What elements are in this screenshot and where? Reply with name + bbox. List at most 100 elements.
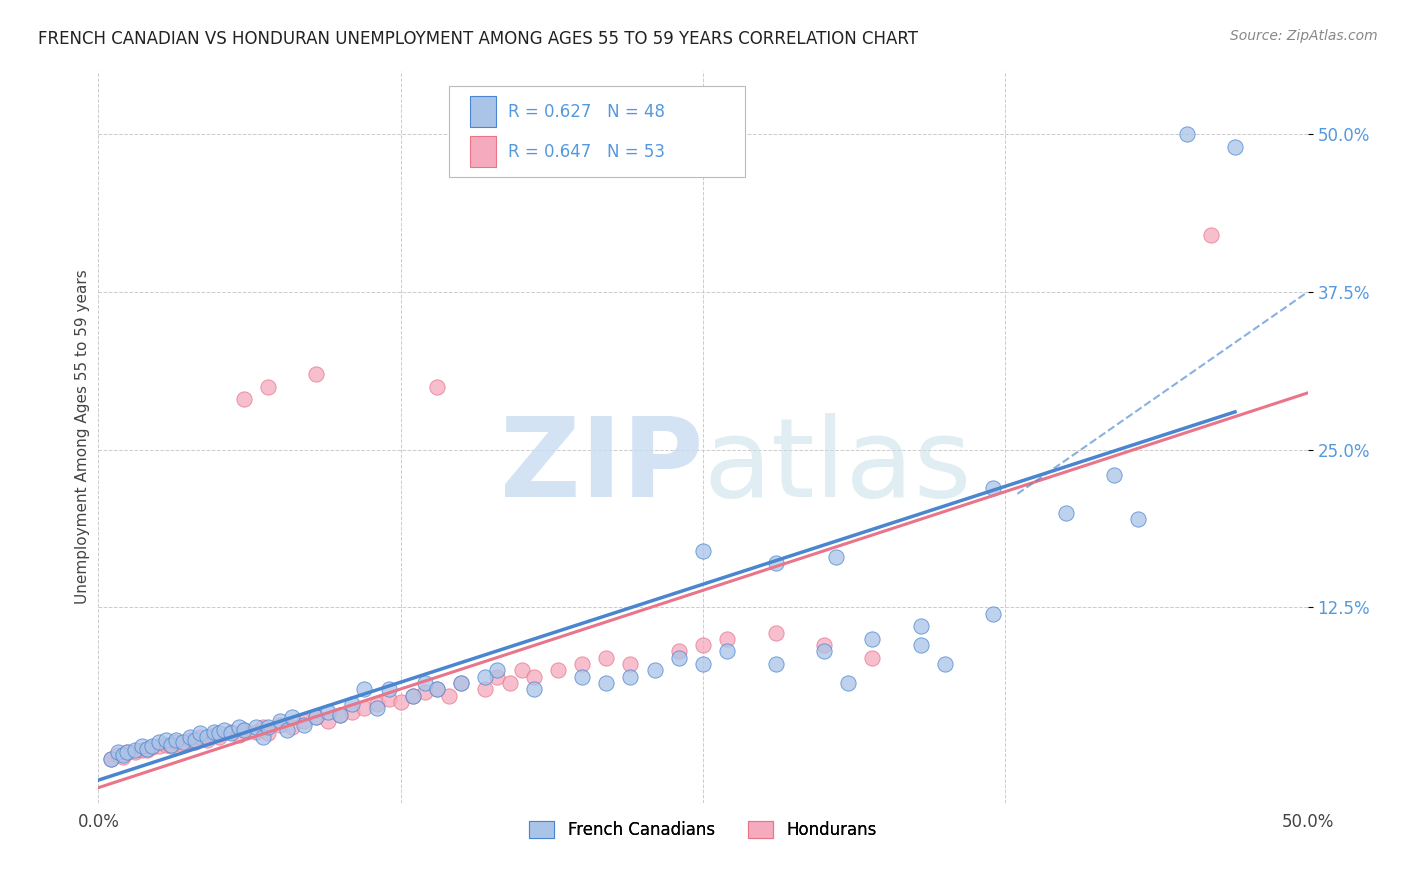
Point (256, 726, 278, 740)
Point (692, 657, 714, 671)
Point (595, 676, 617, 690)
Point (342, 705, 364, 719)
Point (252, 720, 274, 734)
Point (860, 650, 883, 665)
Point (353, 682, 375, 697)
Point (245, 720, 267, 734)
Point (316, 705, 339, 719)
Point (269, 714, 291, 728)
Point (668, 650, 690, 665)
Point (165, 735, 187, 749)
Point (474, 682, 496, 697)
Point (155, 732, 177, 747)
Point (860, 632, 883, 646)
Point (305, 710, 328, 724)
Point (252, 730, 274, 744)
Point (212, 723, 235, 737)
Point (402, 689, 425, 703)
Point (1175, 128, 1198, 142)
Point (111, 750, 134, 764)
Point (100, 752, 122, 766)
Point (486, 664, 509, 678)
Point (179, 730, 201, 744)
Point (100, 752, 122, 766)
Point (1102, 467, 1125, 482)
Point (1199, 228, 1222, 243)
Point (160, 739, 183, 753)
FancyBboxPatch shape (449, 86, 745, 178)
Point (107, 745, 129, 759)
Point (107, 747, 129, 762)
Point (474, 670, 496, 684)
Point (208, 730, 231, 744)
Point (486, 670, 509, 684)
Point (204, 725, 226, 739)
Point (165, 732, 187, 747)
Point (595, 650, 617, 665)
Legend: French Canadians, Hondurans: French Canadians, Hondurans (523, 814, 883, 846)
Point (172, 738, 194, 752)
Point (619, 657, 641, 671)
Point (692, 638, 714, 652)
Point (184, 735, 207, 749)
Point (256, 379, 278, 393)
Point (716, 632, 738, 646)
Point (426, 379, 449, 393)
Text: ZIP: ZIP (499, 413, 703, 520)
Point (292, 714, 315, 728)
Point (172, 735, 194, 749)
Point (450, 676, 472, 690)
Point (571, 670, 593, 684)
Text: R = 0.647   N = 53: R = 0.647 N = 53 (509, 143, 665, 161)
Point (813, 644, 835, 658)
Point (232, 723, 254, 737)
Point (148, 735, 170, 749)
Point (329, 707, 352, 722)
Point (426, 682, 449, 697)
Point (910, 619, 932, 633)
Point (523, 670, 546, 684)
Text: FRENCH CANADIAN VS HONDURAN UNEMPLOYMENT AMONG AGES 55 TO 59 YEARS CORRELATION C: FRENCH CANADIAN VS HONDURAN UNEMPLOYMENT… (38, 29, 918, 47)
Point (668, 644, 690, 658)
Point (204, 728, 226, 742)
Point (221, 726, 243, 740)
Point (644, 664, 666, 678)
Point (195, 732, 218, 747)
Point (124, 743, 146, 757)
Point (124, 745, 146, 759)
Point (342, 698, 364, 712)
Point (981, 481, 1004, 495)
Point (450, 676, 472, 690)
Point (437, 689, 460, 703)
Point (353, 701, 375, 715)
FancyBboxPatch shape (470, 136, 496, 167)
Y-axis label: Unemployment Among Ages 55 to 59 years: Unemployment Among Ages 55 to 59 years (75, 269, 90, 605)
Point (366, 701, 388, 715)
Point (981, 607, 1004, 621)
Point (188, 726, 211, 740)
Point (377, 682, 399, 697)
Point (1128, 512, 1150, 526)
Point (184, 732, 207, 747)
Point (195, 730, 218, 744)
Point (692, 543, 714, 558)
Point (523, 682, 546, 697)
Point (292, 717, 315, 731)
Point (426, 682, 449, 697)
Point (910, 638, 932, 652)
Point (188, 730, 211, 744)
Text: atlas: atlas (703, 413, 972, 520)
Point (160, 738, 183, 752)
Point (413, 676, 436, 690)
Point (141, 740, 163, 755)
Point (547, 664, 569, 678)
Point (510, 664, 533, 678)
Point (228, 720, 250, 734)
Point (141, 739, 163, 753)
Point (281, 720, 304, 734)
Point (571, 657, 593, 671)
Point (366, 698, 388, 712)
Point (329, 707, 352, 722)
Point (269, 717, 291, 731)
Point (377, 692, 399, 706)
